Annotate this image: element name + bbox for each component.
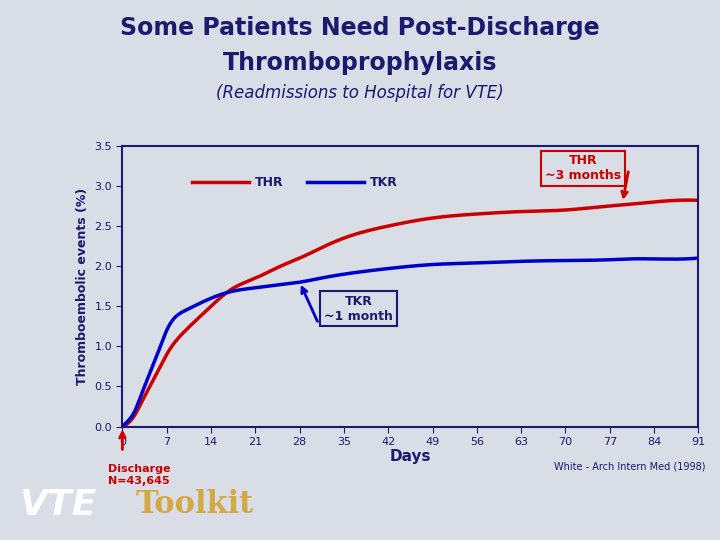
Text: TKR: TKR xyxy=(370,176,398,189)
Text: Some Patients Need Post-Discharge: Some Patients Need Post-Discharge xyxy=(120,16,600,40)
Text: THR
~3 months: THR ~3 months xyxy=(545,154,621,183)
Text: (Readmissions to Hospital for VTE): (Readmissions to Hospital for VTE) xyxy=(216,84,504,102)
Text: Discharge
N=43,645: Discharge N=43,645 xyxy=(108,464,171,486)
Text: White - Arch Intern Med (1998): White - Arch Intern Med (1998) xyxy=(554,462,706,472)
Text: Days: Days xyxy=(390,449,431,464)
Text: Thromboprophylaxis: Thromboprophylaxis xyxy=(222,51,498,75)
Y-axis label: Thromboembolic events (%): Thromboembolic events (%) xyxy=(76,187,89,385)
Text: THR: THR xyxy=(255,176,284,189)
Text: TKR
~1 month: TKR ~1 month xyxy=(324,295,393,323)
Text: Toolkit: Toolkit xyxy=(136,489,254,521)
Text: VTE: VTE xyxy=(19,488,96,522)
